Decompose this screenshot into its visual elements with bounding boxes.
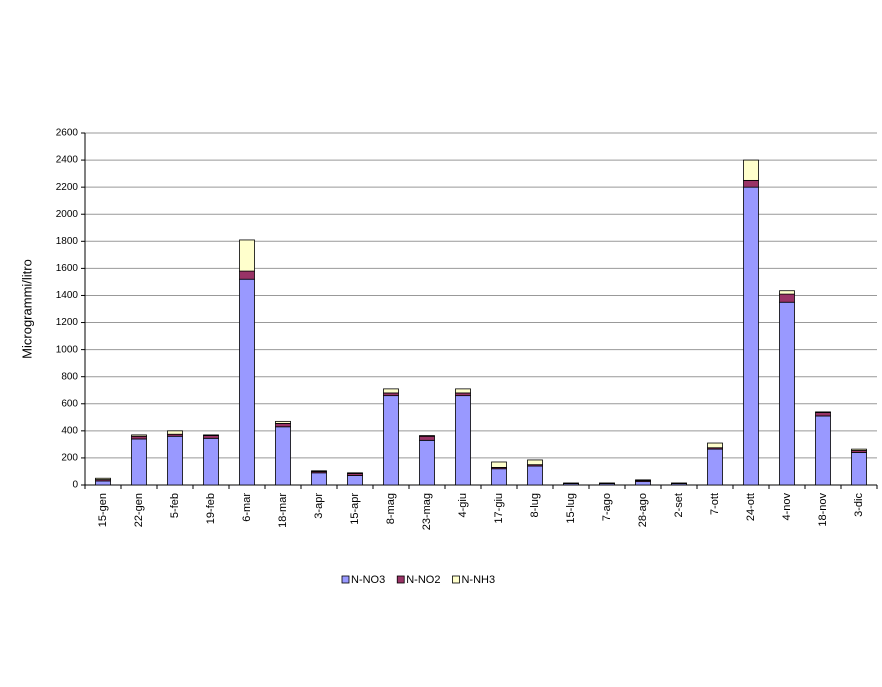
bar-segment bbox=[132, 435, 147, 436]
bar-segment bbox=[420, 436, 435, 440]
x-tick-label: 4-giu bbox=[457, 493, 469, 517]
bar-segment bbox=[348, 476, 363, 485]
bar-segment bbox=[240, 279, 255, 485]
bar-segment bbox=[636, 482, 651, 485]
y-tick-label: 2600 bbox=[56, 128, 79, 139]
bar-segment bbox=[636, 480, 651, 481]
x-tick-label: 15-apr bbox=[349, 493, 361, 525]
y-tick-label: 0 bbox=[72, 480, 78, 491]
legend-label: N-NO2 bbox=[406, 574, 440, 586]
bar-segment bbox=[852, 453, 867, 485]
y-tick-label: 1400 bbox=[56, 290, 79, 301]
bar-segment bbox=[240, 240, 255, 271]
x-tick-label: 2-set bbox=[673, 493, 685, 517]
bar-segment bbox=[744, 160, 759, 180]
bar-segment bbox=[816, 416, 831, 485]
bar-segment bbox=[780, 302, 795, 485]
bar-segment bbox=[780, 294, 795, 302]
x-tick-label: 24-ott bbox=[745, 493, 757, 521]
x-tick-label: 23-mag bbox=[421, 493, 433, 530]
bar-segment bbox=[204, 438, 219, 485]
bar-segment bbox=[744, 187, 759, 485]
bar-segment bbox=[276, 427, 291, 485]
legend-label: N-NO3 bbox=[351, 574, 385, 586]
x-tick-label: 15-lug bbox=[565, 493, 577, 524]
y-tick-label: 1200 bbox=[56, 317, 79, 328]
bar-segment bbox=[168, 436, 183, 485]
bar-segment bbox=[276, 421, 291, 423]
x-tick-label: 7-ago bbox=[601, 493, 613, 521]
bar-segment bbox=[456, 396, 471, 485]
x-tick-label: 28-ago bbox=[637, 493, 649, 527]
x-tick-label: 5-feb bbox=[169, 493, 181, 518]
x-tick-label: 8-lug bbox=[529, 493, 541, 517]
legend: N-NO3 N-NO2 N-NH3 bbox=[342, 574, 495, 586]
bar-segment bbox=[276, 423, 291, 426]
bar-segment bbox=[708, 449, 723, 485]
bar-segment bbox=[240, 271, 255, 279]
bar-segment bbox=[492, 462, 507, 467]
legend-swatch bbox=[452, 576, 459, 583]
bar-segment bbox=[420, 440, 435, 485]
bar-segment bbox=[384, 396, 399, 485]
x-tick-label: 8-mag bbox=[385, 493, 397, 524]
bar-segment bbox=[132, 439, 147, 485]
y-tick-label: 2400 bbox=[56, 155, 79, 166]
bar-segment bbox=[312, 473, 327, 485]
y-tick-label: 1800 bbox=[56, 236, 79, 247]
x-tick-label: 22-gen bbox=[133, 493, 145, 527]
y-tick-label: 2000 bbox=[56, 209, 79, 220]
bar-segment bbox=[456, 389, 471, 393]
bar-segment bbox=[384, 393, 399, 396]
y-axis-label: Microgrammi/litro bbox=[19, 259, 34, 359]
bar-segment bbox=[780, 291, 795, 294]
x-tick-label: 3-dic bbox=[853, 493, 865, 517]
x-tick-label: 17-giu bbox=[493, 493, 505, 524]
bar-segment bbox=[420, 436, 435, 437]
legend-swatch bbox=[342, 576, 349, 583]
bar-segment bbox=[816, 412, 831, 413]
bar-segment bbox=[312, 471, 327, 472]
bar-segment bbox=[492, 469, 507, 485]
bar-segment bbox=[528, 460, 543, 465]
bar-segment bbox=[564, 483, 579, 484]
legend-swatch bbox=[397, 576, 404, 583]
y-tick-label: 2200 bbox=[56, 182, 79, 193]
bar-segment bbox=[528, 466, 543, 485]
bar-segment bbox=[708, 443, 723, 448]
legend-label: N-NH3 bbox=[461, 574, 495, 586]
bar-segment bbox=[132, 436, 147, 439]
bar-segment bbox=[168, 431, 183, 434]
x-tick-label: 6-mar bbox=[241, 493, 253, 522]
x-tick-label: 15-gen bbox=[97, 493, 109, 527]
x-tick-label: 3-apr bbox=[313, 493, 325, 519]
y-tick-label: 600 bbox=[61, 398, 78, 409]
bar-segment bbox=[456, 393, 471, 396]
x-tick-label: 18-nov bbox=[817, 493, 829, 527]
y-tick-label: 400 bbox=[61, 425, 78, 436]
x-tick-label: 18-mar bbox=[277, 493, 289, 528]
bar-segment bbox=[204, 435, 219, 436]
bar-segment bbox=[744, 180, 759, 187]
bar-segment bbox=[348, 473, 363, 474]
y-tick-label: 1000 bbox=[56, 344, 79, 355]
y-tick-label: 1600 bbox=[56, 263, 79, 274]
y-tick-label: 200 bbox=[61, 453, 78, 464]
x-tick-label: 7-ott bbox=[709, 493, 721, 515]
bar-segment bbox=[816, 413, 831, 416]
y-tick-label: 800 bbox=[61, 371, 78, 382]
x-tick-label: 4-nov bbox=[781, 493, 793, 521]
bar-segment bbox=[384, 389, 399, 393]
bar-segment bbox=[204, 436, 219, 439]
x-tick-label: 19-feb bbox=[205, 493, 217, 524]
bar-segment bbox=[852, 449, 867, 450]
bar-segment bbox=[96, 481, 111, 485]
bar-segment bbox=[96, 478, 111, 479]
